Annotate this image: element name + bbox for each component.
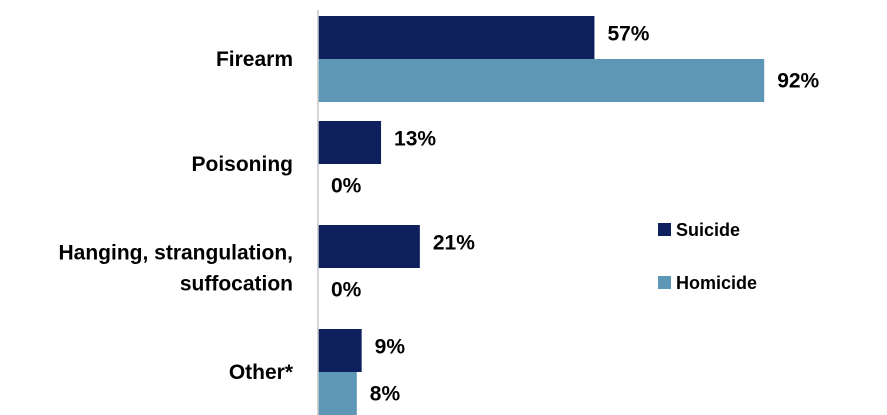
category-label-line: suffocation	[180, 273, 293, 296]
category-label-line: Other*	[229, 361, 294, 384]
bar-suicide-firearm	[318, 16, 595, 59]
category-label-line: Firearm	[216, 48, 293, 71]
bar-homicide-firearm	[318, 59, 765, 102]
data-label-homicide-poisoning: 0%	[331, 175, 362, 198]
legend-swatch-homicide	[658, 276, 671, 289]
data-label-homicide-other: 8%	[370, 383, 401, 406]
legend-label-homicide: Homicide	[676, 273, 757, 293]
bar-suicide-hanging-strangulation-suffocation	[318, 225, 420, 268]
legend-label-suicide: Suicide	[676, 220, 740, 240]
legend-swatch-suicide	[658, 223, 671, 236]
data-label-homicide-firearm: 92%	[777, 70, 819, 93]
bar-suicide-poisoning	[318, 121, 382, 164]
category-label-hanging-strangulation-suffocation: Hanging, strangulation, suffocation	[59, 242, 294, 296]
category-label-poisoning: Poisoning	[192, 153, 294, 176]
category-label-line: Poisoning	[192, 153, 294, 176]
data-label-homicide-hanging-strangulation-suffocation: 0%	[331, 279, 362, 302]
bars	[318, 16, 765, 415]
category-label-other: Other*	[229, 361, 294, 384]
value-labels: 57% 92% 13% 0% 21% 0% 9% 8%	[331, 23, 820, 406]
bar-homicide-other	[318, 372, 357, 415]
legend: Suicide Homicide	[658, 220, 757, 293]
data-label-suicide-firearm: 57%	[607, 23, 649, 46]
data-label-suicide-poisoning: 13%	[394, 128, 436, 151]
category-label-firearm: Firearm	[216, 48, 293, 71]
category-label-line: Hanging, strangulation,	[59, 242, 294, 265]
bar-suicide-other	[318, 329, 362, 372]
category-labels: Firearm Poisoning Hanging, strangulation, s…	[59, 48, 294, 384]
data-label-suicide-hanging-strangulation-suffocation: 21%	[433, 232, 475, 255]
data-label-suicide-other: 9%	[375, 336, 406, 359]
